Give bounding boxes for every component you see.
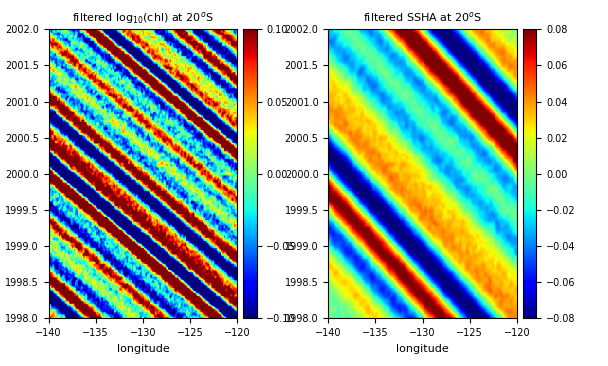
Title: filtered SSHA at 20$^o$S: filtered SSHA at 20$^o$S (363, 10, 482, 24)
X-axis label: longitude: longitude (117, 344, 169, 354)
Title: filtered log$_{10}$(chl) at 20$^o$S: filtered log$_{10}$(chl) at 20$^o$S (72, 10, 213, 26)
X-axis label: longitude: longitude (396, 344, 449, 354)
